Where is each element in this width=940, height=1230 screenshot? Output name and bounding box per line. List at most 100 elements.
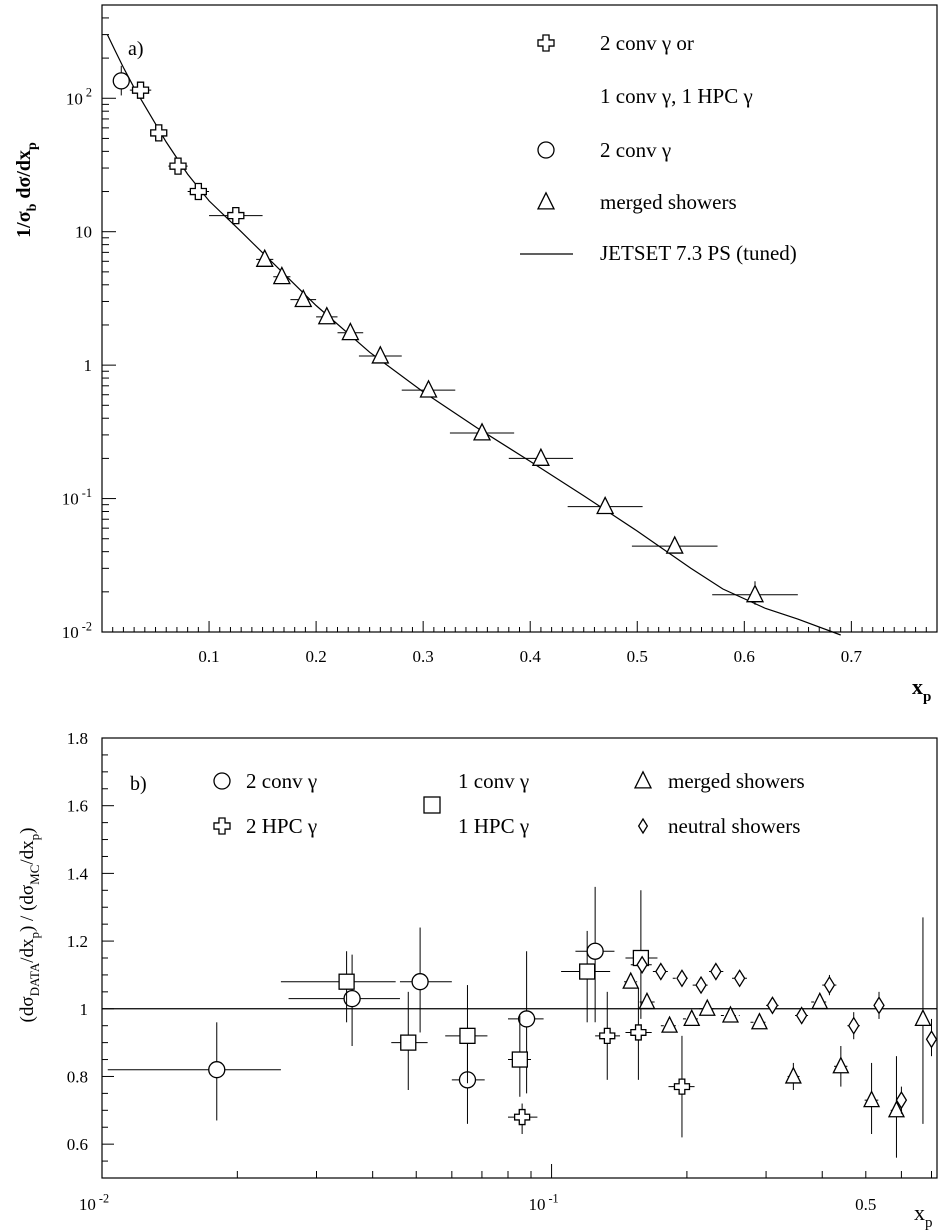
data-point [863, 1062, 881, 1134]
triangle-marker [341, 322, 360, 341]
circle-series [112, 65, 130, 96]
square-marker [400, 1034, 417, 1051]
data-point [873, 991, 885, 1019]
cross-series [508, 988, 695, 1138]
diamond-marker [655, 962, 667, 981]
data-point [750, 1012, 769, 1030]
panel-b-chart: 10 -2 10 -1 0.5 0.6 0.8 1 1.2 1.4 1.6 1.8 (dσDATA/dx… [17, 729, 938, 1230]
x-axis-label: xp [912, 674, 931, 705]
data-point [112, 65, 130, 96]
square-marker [511, 1051, 528, 1068]
data-point [847, 1012, 860, 1040]
data-point [887, 1056, 906, 1158]
data-point [668, 1035, 695, 1138]
data-point [209, 206, 263, 225]
y-tick-label: 10 [75, 223, 92, 242]
data-point [508, 951, 544, 1094]
data-point [625, 988, 652, 1080]
circle-marker [411, 973, 429, 991]
data-point [811, 991, 829, 1010]
diamond-marker [823, 975, 836, 995]
legend-label: 2 conv γ [600, 138, 671, 162]
legend-circle-swatch [537, 141, 555, 159]
y-tick-label: 0.8 [67, 1067, 88, 1086]
legend-entry: JETSET 7.3 PS (tuned) [520, 241, 797, 265]
jetset-curve [106, 34, 841, 636]
legend-label: 2 HPC γ [246, 814, 317, 838]
triangle-marker [272, 266, 291, 285]
diamond-marker [733, 969, 746, 988]
triangle-marker [784, 1066, 802, 1084]
data-point [630, 955, 653, 975]
data-point [784, 1062, 802, 1090]
legend-triangle-swatch [536, 191, 556, 210]
data-point [316, 306, 338, 325]
data-point [625, 890, 658, 1019]
triangle-marker [887, 1100, 906, 1118]
data-point [575, 886, 615, 1023]
data-point [150, 124, 168, 142]
triangle-marker [317, 306, 336, 325]
y-tick-label: 10 2 [66, 86, 92, 109]
square-marker [579, 963, 596, 980]
data-point [508, 1103, 538, 1134]
circle-marker [517, 1010, 536, 1028]
cross-marker [227, 206, 245, 225]
data-point [187, 182, 210, 201]
legend-label: 1 HPC γ [458, 814, 529, 838]
x-tick-label: 0.3 [413, 647, 434, 666]
x-tick-label: 0.5 [627, 647, 648, 666]
circle-marker [112, 72, 130, 90]
triangle-marker [596, 495, 615, 515]
triangle-marker [294, 288, 313, 308]
legend-entry: 1 conv γ, 1 HPC γ [600, 84, 753, 108]
cross-marker [673, 1078, 691, 1095]
legend-label: merged showers [600, 190, 737, 214]
triangle-marker [914, 1008, 932, 1027]
diamond-marker [710, 962, 722, 981]
cross-marker [513, 1108, 531, 1126]
square-marker [338, 973, 355, 990]
legend-entry: 1 HPC γ [458, 814, 529, 838]
data-point [638, 991, 656, 1010]
x-tick-label: 0.5 [855, 1195, 876, 1214]
y-tick-label: 1.8 [67, 729, 88, 748]
x-tick-label: 0.4 [520, 647, 542, 666]
triangle-marker [638, 991, 656, 1010]
data-point [822, 974, 837, 996]
data-point [508, 447, 574, 466]
diamond-marker [895, 1090, 908, 1110]
data-point [766, 996, 779, 1015]
y-tick-label: 1.2 [67, 932, 88, 951]
data-point [595, 991, 621, 1080]
y-tick-label: 10 -1 [62, 486, 92, 509]
y-tick-label: 1 [80, 1000, 89, 1019]
legend-entry: 2 conv γ [213, 769, 317, 793]
legend-square-swatch [423, 796, 441, 814]
legend-entry: 1 conv γ [423, 769, 529, 814]
circle-series [107, 886, 615, 1124]
data-point [272, 266, 291, 285]
data-point [795, 1006, 809, 1025]
legend-label: 2 conv γ [246, 769, 317, 793]
legend-circle-swatch [213, 772, 231, 790]
data-point [567, 495, 643, 515]
diamond-marker [695, 975, 707, 995]
y-tick-label: 1.4 [67, 864, 89, 883]
diamond-marker [766, 996, 779, 1015]
legend-diamond-swatch [637, 817, 649, 835]
data-point [698, 998, 716, 1016]
diamond-marker [873, 996, 885, 1015]
data-point [255, 248, 274, 267]
x-tick-label: 0.2 [305, 647, 326, 666]
x-tick-label: 10 -1 [528, 1191, 558, 1214]
panel-a-chart: 0.1 0.2 0.3 0.4 0.5 0.6 0.7 10 2 10 1 10 -1 10 -2 1/σb … [13, 4, 938, 705]
cross-series [129, 81, 263, 225]
cross-marker [131, 81, 150, 99]
legend: 2 conv γ 2 HPC γ 1 conv γ 1 HPC γ merged sho… [213, 769, 805, 838]
y-tick-label: 10 -2 [62, 619, 92, 642]
legend: 2 conv γ or 1 conv γ, 1 HPC γ 2 conv γ merg… [520, 31, 797, 265]
data-point [682, 1008, 701, 1027]
data-point [290, 288, 317, 308]
